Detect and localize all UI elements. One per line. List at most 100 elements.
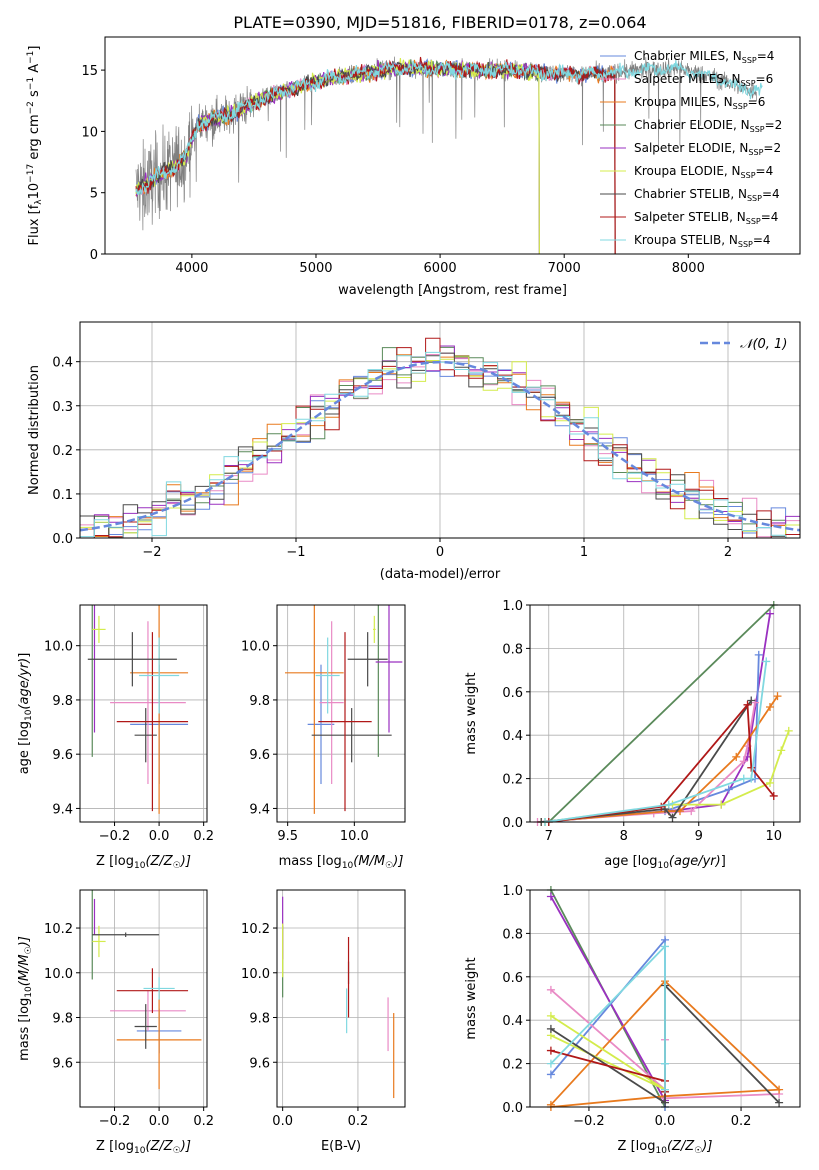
y-tick-label: 1.0 [502, 884, 523, 899]
mass-weight-marker [661, 942, 669, 951]
errorbar-point [116, 990, 202, 1090]
x-tick-label: 9 [695, 829, 703, 844]
y-tick-label: 15 [81, 64, 98, 79]
mass-weight-marker [769, 791, 778, 800]
y-tick-label: 0.0 [502, 1101, 523, 1116]
legend-entry: Chabrier STELIB, NSSP=4 [634, 187, 780, 203]
figure-title: PLATE=0390, MJD=51816, FIBERID=0178, z=0… [233, 13, 646, 32]
mass-weight-marker [732, 752, 741, 761]
errorbar-point [92, 615, 106, 643]
mass-weight-marker [762, 657, 771, 666]
spectrum-legend: Chabrier MILES, NSSP=4 Salpeter MILES, NS… [600, 49, 782, 249]
errorbar-point [110, 990, 186, 1031]
y-tick-label: 9.6 [52, 1056, 73, 1071]
legend-entry: Kroupa MILES, NSSP=6 [634, 95, 765, 111]
mass-weight-marker [668, 813, 677, 822]
mass-weight-marker [687, 807, 696, 816]
y-axis-label: Flux [fλ10−17 erg cm−2 s−1 A−1] [26, 46, 44, 246]
x-tick-label: −2 [142, 545, 161, 560]
mass-weight-line [544, 661, 768, 822]
x-axis-label: age [log10(age/yr)] [604, 854, 726, 871]
x-axis-label: wavelength [Angstrom, rest frame] [338, 283, 567, 298]
x-tick-label: 0.0 [149, 829, 170, 844]
errorbar-point [116, 632, 189, 812]
y-tick-label: 0.8 [502, 927, 523, 942]
errorbar-point [318, 632, 372, 812]
errorbar-point [373, 615, 376, 643]
y-tick-label: 9.4 [249, 802, 270, 817]
legend-entry: Salpeter MILES, NSSP=6 [634, 72, 773, 88]
x-tick-label: 7000 [548, 261, 581, 276]
mass-weight-marker [546, 985, 555, 994]
x-axis-label: (data-model)/error [380, 567, 501, 582]
mass-weight-line [541, 695, 779, 822]
y-axis-label: Normed distribution [27, 365, 42, 495]
age_vs_Z-panel: −0.2 0.0 0.2 9.4 9.6 9.8 10.0 Z [log10(Z/Z☉)] ag… [17, 604, 214, 871]
errorbar-point [92, 932, 160, 937]
mass-weight-marker [773, 692, 782, 701]
y-tick-label: 9.8 [249, 694, 270, 709]
mass-weight-marker [754, 650, 763, 659]
x-axis-label: E(B-V) [321, 1139, 361, 1154]
mass-weight-marker [546, 1059, 555, 1068]
x-tick-label: 8 [620, 829, 628, 844]
y-tick-label: 0.4 [52, 356, 73, 371]
x-tick-label: 10 [765, 829, 782, 844]
y-tick-label: 10 [81, 125, 98, 140]
spectrum-frame [104, 36, 801, 255]
mass-weight-line [550, 896, 666, 1101]
mass-weight-marker [546, 1070, 555, 1079]
mass-weight-marker [747, 774, 756, 783]
y-tick-label: 0.6 [502, 971, 523, 986]
x-tick-label: 9.5 [277, 829, 298, 844]
x-axis-label: mass [log10(M/M☉)] [279, 854, 404, 871]
y-axis-label: age [log10(age/yr)] [17, 653, 34, 775]
errorbar-point [307, 664, 335, 785]
mass-weight-marker [766, 702, 774, 711]
legend-entry: 𝒩(0, 1) [740, 337, 787, 352]
x-tick-label: 1 [580, 545, 588, 560]
legend-entry: Kroupa STELIB, NSSP=4 [634, 233, 771, 249]
y-tick-label: 9.6 [249, 748, 270, 763]
y-tick-label: 1.0 [502, 599, 523, 614]
y-tick-label: 0.6 [502, 686, 523, 701]
y-tick-label: 0.2 [502, 1058, 523, 1073]
y-tick-label: 0.4 [502, 729, 523, 744]
mass-weight-marker [661, 1085, 669, 1094]
x-tick-label: 0 [436, 545, 444, 560]
mass-weight-marker [724, 785, 733, 794]
mass-weight-marker [546, 1011, 555, 1020]
legend-entry: Chabrier MILES, NSSP=4 [634, 49, 774, 65]
massweight_vs_age-frame [529, 604, 801, 823]
x-tick-label: 7 [545, 829, 553, 844]
y-tick-label: 9.6 [52, 748, 73, 763]
model-line-chabrier-miles [135, 58, 616, 254]
errorbar-point [92, 925, 106, 958]
x-tick-label: 0.2 [193, 1114, 214, 1129]
y-tick-label: 10.2 [241, 922, 270, 937]
mass_vs_EBV-panel: 0.0 0.2 9.6 9.8 10.0 10.2 E(B-V) [241, 889, 406, 1154]
y-tick-label: 0 [90, 248, 98, 263]
age_vs_mass-panel: 9.5 10.0 9.4 9.6 9.8 10.0 mass [log10(M/M☉)] [241, 604, 406, 871]
mass-weight-marker [784, 726, 793, 735]
errorbar-point [139, 637, 180, 714]
x-tick-label: 2 [724, 545, 732, 560]
y-tick-label: 9.6 [249, 1056, 270, 1071]
y-tick-label: 0.2 [52, 444, 73, 459]
mass-weight-marker [777, 746, 786, 755]
y-axis-label: mass weight [464, 957, 479, 1039]
legend-entry: Kroupa ELODIE, NSSP=4 [634, 164, 773, 180]
x-tick-label: −0.2 [573, 1114, 605, 1129]
y-axis-label: mass [log10(M/M☉)] [17, 936, 34, 1061]
mass-weight-marker [743, 700, 752, 709]
y-tick-label: 0.8 [502, 642, 523, 657]
errorbar-point [347, 632, 388, 687]
x-tick-label: 5000 [299, 261, 332, 276]
y-tick-label: 0.0 [502, 816, 523, 831]
y-tick-label: 10.0 [44, 967, 73, 982]
mass-weight-marker [661, 1098, 669, 1107]
x-tick-label: 4000 [175, 261, 208, 276]
model-line-kroupa-miles [135, 59, 616, 254]
massweight_vs_age-panel: 7 8 9 10 0.0 0.2 0.4 0.6 0.8 1.0 mass weight age [l… [464, 599, 801, 871]
x-tick-label: 0.0 [655, 1114, 676, 1129]
